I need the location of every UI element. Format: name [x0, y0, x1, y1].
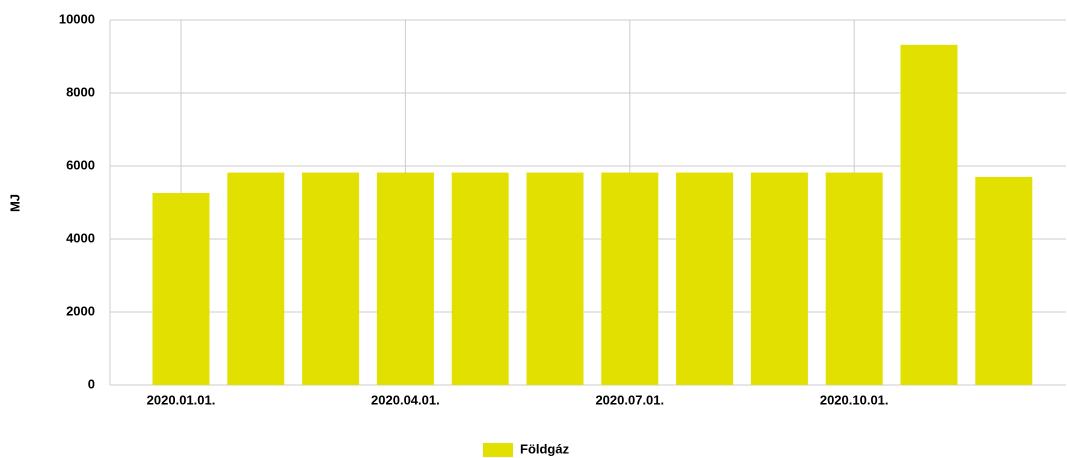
bar: [152, 193, 210, 385]
y-tick-label: 8000: [66, 84, 95, 99]
bar: [451, 172, 509, 385]
x-tick-label: 2020.10.01.: [820, 392, 889, 407]
y-tick-label: 6000: [66, 157, 95, 172]
legend-label: Földgáz: [520, 441, 570, 456]
y-axis-label: MJ: [7, 194, 22, 212]
x-tick-label: 2020.01.01.: [147, 392, 216, 407]
y-tick-label: 0: [88, 376, 95, 391]
bar: [676, 172, 734, 385]
y-tick-label: 10000: [59, 11, 95, 26]
x-tick-label: 2020.04.01.: [371, 392, 440, 407]
legend-swatch: [483, 443, 513, 457]
bar: [376, 172, 434, 385]
bar: [825, 172, 883, 385]
bar: [227, 172, 285, 385]
bar: [601, 172, 659, 385]
bar: [302, 172, 360, 385]
x-tick-label: 2020.07.01.: [595, 392, 664, 407]
bar: [900, 44, 958, 385]
bar: [750, 172, 808, 385]
y-tick-label: 2000: [66, 303, 95, 318]
bar: [975, 176, 1033, 385]
bar: [526, 172, 584, 385]
y-tick-label: 4000: [66, 230, 95, 245]
